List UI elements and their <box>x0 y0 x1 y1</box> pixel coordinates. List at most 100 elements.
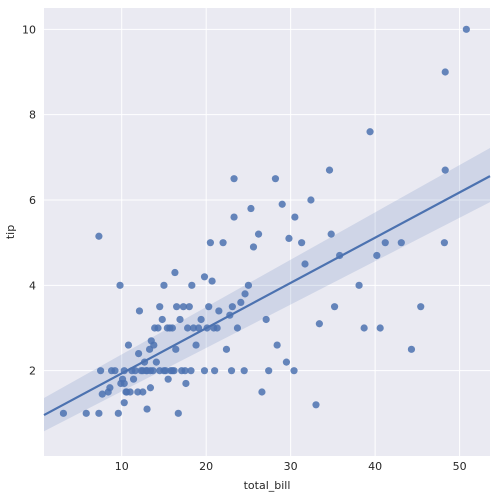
y-tick-label: 4 <box>29 279 36 292</box>
data-point <box>192 341 200 349</box>
data-point <box>171 268 179 277</box>
data-point <box>111 367 119 375</box>
data-point <box>152 358 160 366</box>
data-point <box>124 341 133 349</box>
data-point <box>172 345 180 353</box>
data-point <box>360 324 368 332</box>
data-point <box>307 196 315 204</box>
data-point <box>197 315 205 324</box>
data-point <box>462 25 470 33</box>
data-point <box>116 281 124 289</box>
data-point <box>160 281 168 289</box>
data-point <box>208 277 216 285</box>
data-point <box>168 324 176 332</box>
data-point <box>200 367 209 375</box>
data-point <box>417 303 425 311</box>
data-point <box>215 307 223 315</box>
data-point <box>219 239 227 247</box>
data-point <box>179 303 187 311</box>
data-point <box>315 320 323 328</box>
data-point <box>240 367 248 375</box>
data-point <box>366 128 374 136</box>
data-point <box>170 367 178 375</box>
data-point <box>407 345 416 353</box>
data-point <box>241 290 249 298</box>
data-point <box>120 379 128 388</box>
data-point <box>376 324 384 332</box>
data-point <box>158 315 166 324</box>
data-point <box>59 409 68 417</box>
data-point <box>312 401 320 409</box>
data-point <box>149 367 157 375</box>
data-point <box>95 409 103 417</box>
data-point <box>98 390 106 398</box>
data-point <box>194 324 203 332</box>
y-tick-label: 10 <box>22 23 36 36</box>
data-point <box>330 303 339 311</box>
data-point <box>150 341 158 349</box>
regression-line <box>43 175 491 417</box>
data-point <box>273 341 281 349</box>
data-point <box>129 375 138 383</box>
data-point <box>164 375 172 383</box>
data-point <box>126 388 134 396</box>
data-point <box>237 298 245 306</box>
data-point <box>143 405 151 413</box>
data-point <box>156 303 164 311</box>
x-tick-label: 30 <box>284 460 298 473</box>
data-point <box>228 303 236 311</box>
y-axis-label: tip <box>4 225 17 239</box>
data-point <box>327 230 335 238</box>
y-tick-label: 8 <box>29 109 36 122</box>
data-point <box>258 388 266 396</box>
x-axis-ticks: 10 20 30 40 50 <box>115 460 467 473</box>
data-point <box>206 239 215 247</box>
data-point <box>146 384 155 392</box>
data-point <box>162 367 170 375</box>
data-point <box>244 281 253 289</box>
data-point <box>211 367 219 375</box>
data-point <box>135 307 144 315</box>
data-point <box>355 281 363 289</box>
data-point <box>222 345 231 353</box>
data-point <box>183 324 192 332</box>
data-point <box>325 166 334 174</box>
x-tick-label: 20 <box>199 460 213 473</box>
scatter-points <box>59 25 470 417</box>
data-point <box>265 367 273 375</box>
data-point <box>200 273 209 281</box>
data-point <box>96 367 105 375</box>
y-tick-label: 2 <box>29 365 36 378</box>
data-point <box>135 350 143 358</box>
y-axis-ticks: 2 4 6 8 10 <box>22 23 36 377</box>
data-point <box>254 230 263 238</box>
data-point <box>291 213 299 221</box>
data-point <box>154 324 162 332</box>
data-point <box>230 175 238 183</box>
data-point <box>397 239 405 247</box>
data-point <box>173 303 181 311</box>
data-point <box>187 367 195 375</box>
data-point <box>114 409 122 417</box>
data-point <box>381 239 389 247</box>
data-point <box>120 399 128 407</box>
data-point <box>440 239 448 247</box>
data-point <box>189 324 198 332</box>
data-point <box>278 200 286 208</box>
data-point <box>290 367 298 375</box>
x-axis-label: total_bill <box>244 479 291 492</box>
data-point <box>134 388 142 396</box>
data-point <box>301 260 309 268</box>
data-point <box>249 243 258 251</box>
data-point <box>95 232 103 240</box>
data-point <box>247 204 255 213</box>
data-point <box>213 324 221 332</box>
data-point <box>373 251 381 260</box>
data-point <box>174 409 182 417</box>
data-point <box>106 384 114 392</box>
data-point <box>441 68 449 76</box>
data-point <box>205 303 213 311</box>
x-tick-label: 40 <box>368 460 382 473</box>
data-point <box>181 367 189 375</box>
